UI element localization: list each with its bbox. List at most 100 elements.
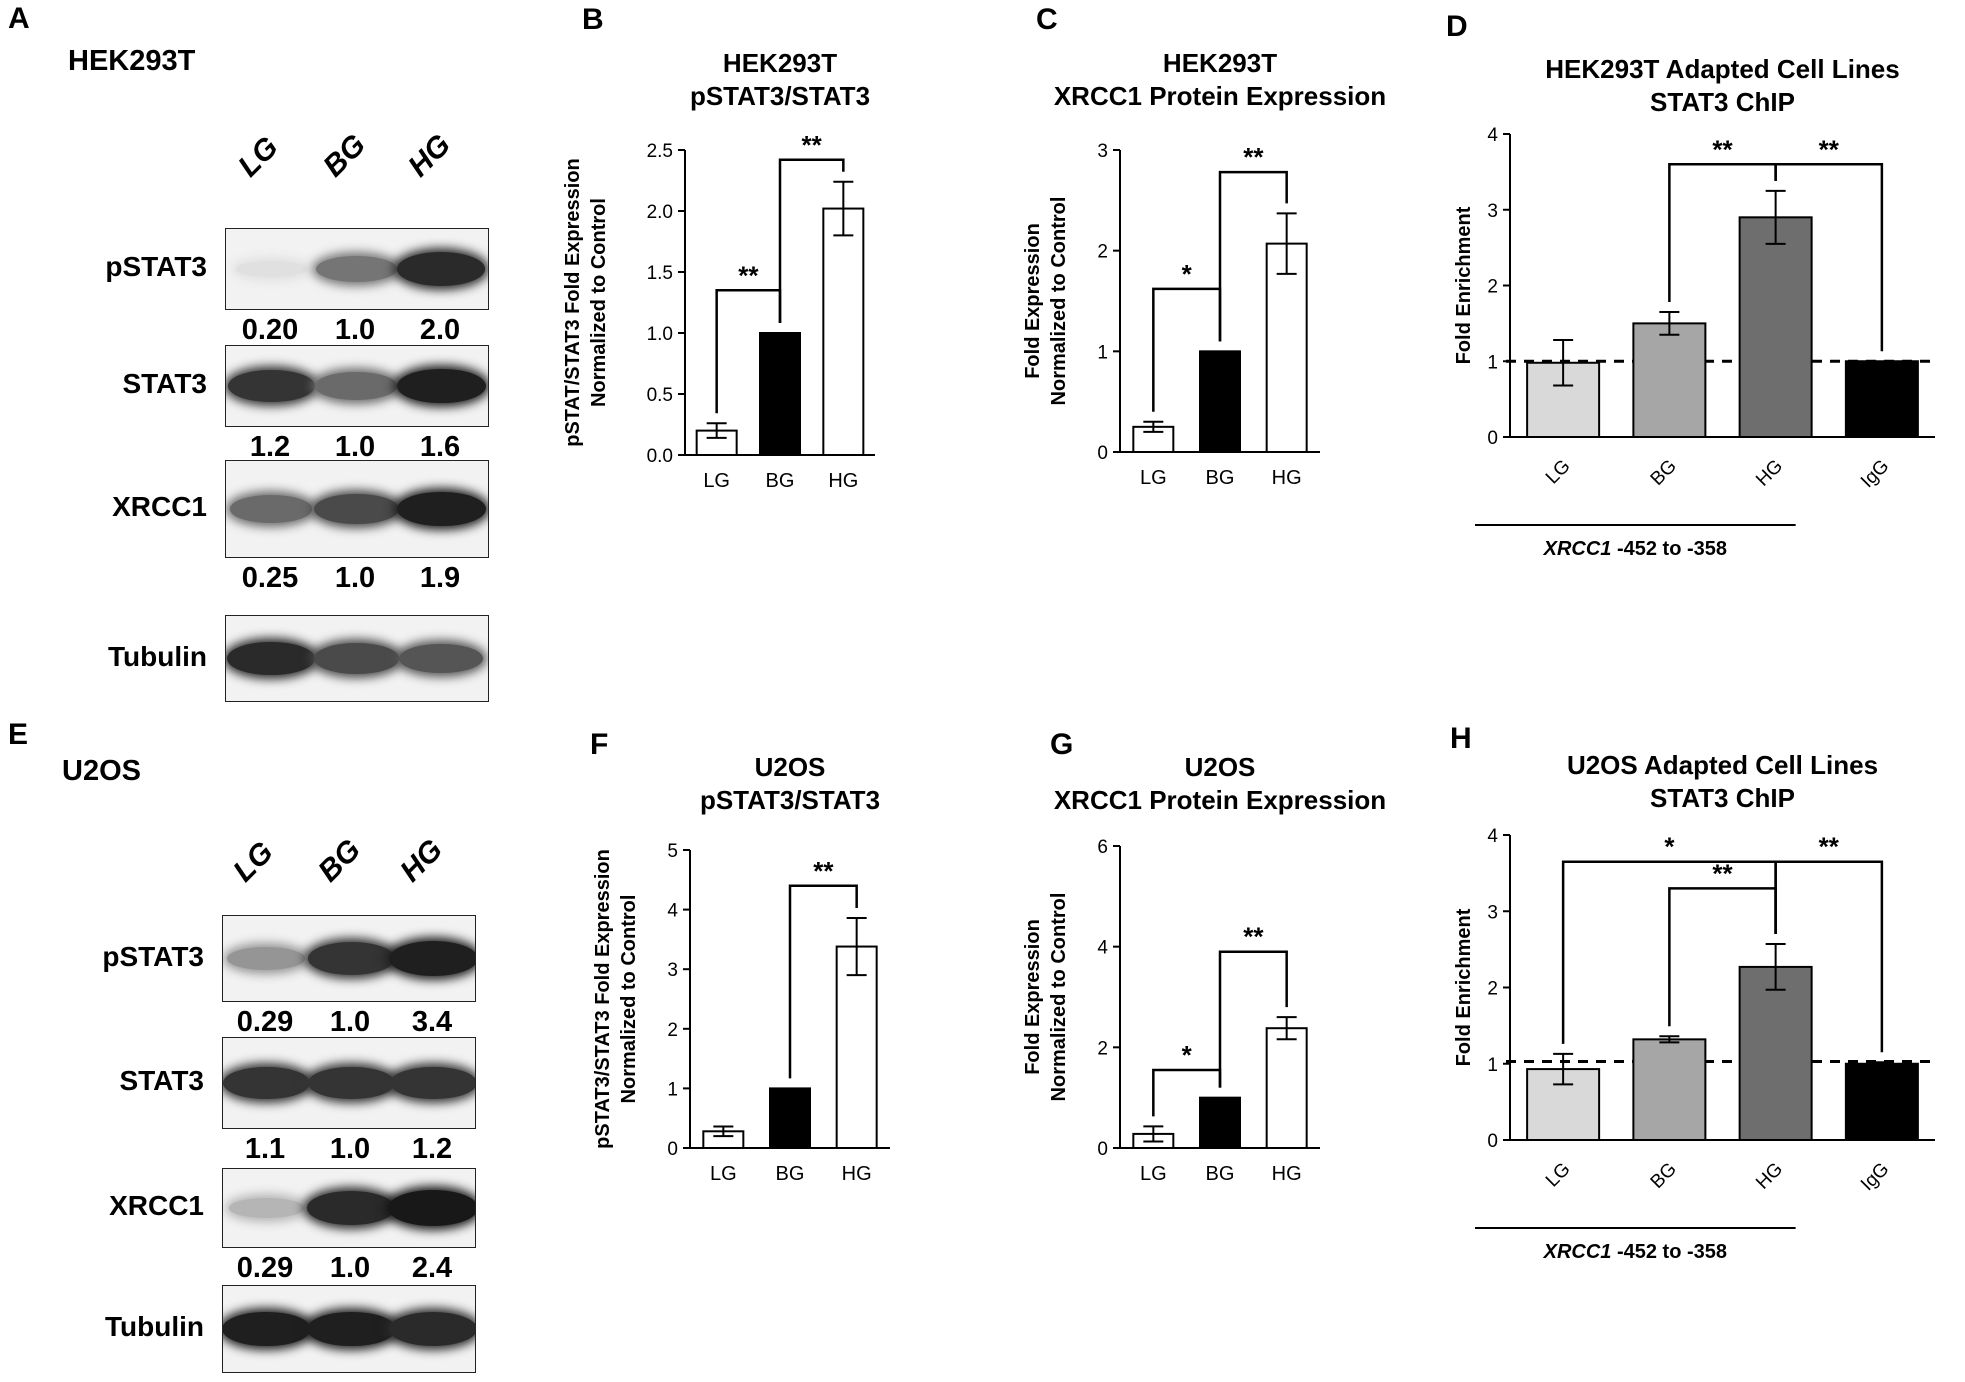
band bbox=[223, 1311, 311, 1347]
chart-title: U2OS Adapted Cell Lines bbox=[1567, 750, 1878, 780]
significance-marker: * bbox=[1182, 259, 1193, 289]
x-tick-label: HG bbox=[842, 1163, 872, 1185]
y-axis-label: Normalized to Control bbox=[618, 895, 640, 1104]
y-tick-label: 4 bbox=[1487, 826, 1498, 847]
quant-value: 3.4 bbox=[411, 1006, 453, 1038]
y-tick-label: 3 bbox=[1487, 201, 1498, 222]
blot-label-pstat3: pSTAT3 bbox=[102, 940, 204, 972]
quant-value: 1.6 bbox=[419, 431, 461, 463]
chart-title: HEK293T bbox=[1163, 48, 1277, 78]
y-tick-label: 0 bbox=[1487, 428, 1498, 449]
significance-bracket bbox=[1774, 163, 1884, 352]
blot-image-tubulin bbox=[225, 615, 489, 702]
y-tick-label: 2.0 bbox=[647, 202, 673, 223]
bar-hg bbox=[1265, 242, 1308, 453]
region-label: XRCC1 -452 to -358 bbox=[1543, 1241, 1727, 1263]
quant-value: 1.0 bbox=[334, 562, 376, 594]
panel-label-c: C bbox=[1036, 3, 1058, 36]
y-tick-label: 1.5 bbox=[647, 263, 673, 284]
bar-hg bbox=[1265, 1027, 1308, 1149]
bar-bg bbox=[1199, 1096, 1241, 1149]
lane-label-lg: LG bbox=[226, 835, 280, 889]
y-tick-label: 0 bbox=[1097, 443, 1108, 464]
y-axis-label: Fold Enrichment bbox=[1453, 206, 1475, 364]
region-gene: XRCC1 bbox=[1543, 1241, 1612, 1263]
y-axis-label: Fold Expression bbox=[1022, 223, 1044, 379]
quant-value: 0.20 bbox=[241, 314, 299, 346]
lane-label-hg: HG bbox=[393, 833, 450, 889]
quant-value: 2.4 bbox=[411, 1252, 453, 1284]
bar-bg bbox=[769, 1087, 811, 1149]
bar-hg bbox=[835, 945, 878, 1149]
y-axis-label: Normalized to Control bbox=[1048, 893, 1070, 1102]
quant-value: 1.0 bbox=[329, 1006, 371, 1038]
y-tick-label: 4 bbox=[1487, 125, 1498, 146]
x-tick-label: IgG bbox=[1857, 1159, 1894, 1196]
y-tick-label: 2 bbox=[1097, 1038, 1108, 1059]
band bbox=[399, 643, 483, 674]
significance-bracket bbox=[1774, 860, 1884, 1053]
band bbox=[388, 941, 475, 976]
blot-label-pstat3: pSTAT3 bbox=[105, 251, 207, 282]
blot-label-stat3: STAT3 bbox=[119, 1065, 204, 1096]
band bbox=[388, 1190, 475, 1226]
significance-bracket bbox=[1218, 170, 1288, 342]
quant-value: 1.2 bbox=[411, 1133, 453, 1165]
band bbox=[223, 1066, 310, 1100]
significance-marker: ** bbox=[738, 260, 759, 290]
lane-label-bg: BG bbox=[316, 128, 373, 184]
panel-label-g: G bbox=[1050, 728, 1073, 761]
y-axis-label: Normalized to Control bbox=[1048, 197, 1070, 406]
region-range: -452 to -358 bbox=[1611, 538, 1727, 560]
blot-image-tubulin bbox=[222, 1285, 476, 1373]
blot-image-xrcc1 bbox=[222, 1168, 476, 1248]
quant-value: 1.2 bbox=[249, 431, 291, 463]
y-tick-label: 4 bbox=[667, 901, 678, 922]
chart-title: HEK293T Adapted Cell Lines bbox=[1545, 54, 1899, 84]
band bbox=[396, 368, 486, 404]
x-tick-label: LG bbox=[1542, 456, 1575, 489]
chart-title: HEK293T bbox=[723, 48, 837, 78]
band bbox=[235, 261, 307, 277]
x-tick-label: LG bbox=[703, 470, 730, 492]
bar-hg bbox=[1738, 965, 1813, 1141]
y-tick-label: 0 bbox=[1487, 1131, 1498, 1152]
bar-igg bbox=[1844, 360, 1919, 438]
x-tick-label: HG bbox=[1752, 456, 1787, 491]
band bbox=[227, 641, 315, 676]
x-tick-label: LG bbox=[710, 1163, 737, 1185]
blot-image-xrcc1 bbox=[225, 460, 489, 558]
y-tick-label: 0.0 bbox=[647, 446, 673, 467]
x-tick-label: LG bbox=[1542, 1159, 1575, 1192]
band bbox=[307, 1066, 395, 1100]
lane-label-bg: BG bbox=[311, 833, 368, 889]
chart-title: XRCC1 Protein Expression bbox=[1054, 785, 1386, 815]
blot-label-stat3: STAT3 bbox=[122, 368, 207, 399]
region-label: XRCC1 -452 to -358 bbox=[1543, 538, 1727, 560]
y-tick-label: 1.0 bbox=[647, 324, 673, 345]
chart-title: STAT3 ChIP bbox=[1650, 87, 1795, 117]
band bbox=[307, 942, 395, 975]
y-tick-label: 3 bbox=[667, 960, 678, 981]
significance-marker: * bbox=[1664, 832, 1675, 862]
x-tick-label: HG bbox=[1752, 1159, 1787, 1194]
blot-label-tubulin: Tubulin bbox=[108, 640, 207, 672]
y-tick-label: 2 bbox=[1097, 242, 1108, 263]
y-axis-label: Normalized to Control bbox=[588, 198, 610, 407]
y-tick-label: 2 bbox=[1487, 979, 1498, 1000]
band bbox=[306, 1311, 396, 1347]
significance-marker: ** bbox=[1819, 832, 1840, 862]
y-tick-label: 1 bbox=[667, 1079, 678, 1100]
blot-image-pstat3 bbox=[225, 228, 489, 310]
panel-label-e: E bbox=[8, 718, 29, 751]
chart-title: pSTAT3/STAT3 bbox=[690, 81, 870, 111]
y-tick-label: 0.5 bbox=[647, 385, 673, 406]
x-tick-label: BG bbox=[766, 470, 795, 492]
band bbox=[389, 1066, 475, 1100]
band bbox=[313, 493, 399, 525]
lane-label-hg: HG bbox=[401, 128, 458, 184]
